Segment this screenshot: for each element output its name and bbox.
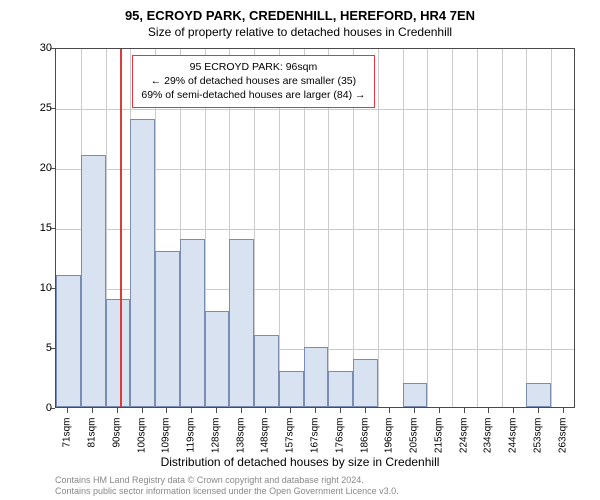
- x-tick-mark: [92, 408, 93, 413]
- x-tick-mark: [191, 408, 192, 413]
- grid-line-h: [56, 109, 574, 110]
- y-tick-mark: [50, 348, 55, 349]
- annotation-box: 95 ECROYD PARK: 96sqm← 29% of detached h…: [132, 55, 374, 108]
- x-tick-mark: [67, 408, 68, 413]
- y-tick-mark: [50, 228, 55, 229]
- x-tick-label: 263sqm: [557, 418, 568, 458]
- x-tick-label: 148sqm: [260, 418, 271, 458]
- x-tick-mark: [439, 408, 440, 413]
- histogram-bar: [106, 299, 131, 407]
- histogram-bar: [130, 119, 155, 407]
- grid-line-v: [502, 49, 503, 407]
- x-tick-mark: [389, 408, 390, 413]
- x-tick-mark: [365, 408, 366, 413]
- y-tick-mark: [50, 108, 55, 109]
- x-tick-label: 253sqm: [532, 418, 543, 458]
- grid-line-v: [427, 49, 428, 407]
- y-tick-mark: [50, 168, 55, 169]
- x-tick-label: 224sqm: [458, 418, 469, 458]
- footer-text: Contains HM Land Registry data © Crown c…: [55, 475, 399, 497]
- x-tick-label: 186sqm: [359, 418, 370, 458]
- x-tick-label: 81sqm: [87, 418, 98, 458]
- x-tick-label: 205sqm: [409, 418, 420, 458]
- x-tick-mark: [117, 408, 118, 413]
- footer-line2: Contains public sector information licen…: [55, 486, 399, 497]
- x-tick-mark: [488, 408, 489, 413]
- x-tick-label: 157sqm: [285, 418, 296, 458]
- x-tick-mark: [265, 408, 266, 413]
- chart-title-main: 95, ECROYD PARK, CREDENHILL, HEREFORD, H…: [0, 0, 600, 23]
- histogram-bar: [229, 239, 254, 407]
- x-tick-label: 176sqm: [334, 418, 345, 458]
- x-tick-mark: [241, 408, 242, 413]
- marker-line: [120, 49, 122, 407]
- x-tick-label: 138sqm: [235, 418, 246, 458]
- plot-area: 95 ECROYD PARK: 96sqm← 29% of detached h…: [55, 48, 575, 408]
- x-tick-label: 244sqm: [508, 418, 519, 458]
- grid-line-v: [378, 49, 379, 407]
- annotation-line1: 95 ECROYD PARK: 96sqm: [141, 60, 365, 74]
- grid-line-v: [403, 49, 404, 407]
- grid-line-v: [477, 49, 478, 407]
- histogram-bar: [254, 335, 279, 407]
- x-tick-label: 90sqm: [111, 418, 122, 458]
- y-tick-mark: [50, 408, 55, 409]
- x-tick-mark: [563, 408, 564, 413]
- annotation-line3: 69% of semi-detached houses are larger (…: [141, 88, 365, 102]
- grid-line-v: [452, 49, 453, 407]
- x-tick-label: 119sqm: [186, 418, 197, 458]
- x-tick-label: 167sqm: [310, 418, 321, 458]
- histogram-bar: [353, 359, 378, 407]
- x-tick-mark: [513, 408, 514, 413]
- histogram-bar: [328, 371, 353, 407]
- x-tick-mark: [166, 408, 167, 413]
- histogram-bar: [56, 275, 81, 407]
- x-tick-mark: [340, 408, 341, 413]
- x-tick-label: 234sqm: [483, 418, 494, 458]
- x-tick-label: 215sqm: [433, 418, 444, 458]
- x-tick-label: 109sqm: [161, 418, 172, 458]
- x-tick-label: 100sqm: [136, 418, 147, 458]
- histogram-bar: [81, 155, 106, 407]
- x-tick-label: 71sqm: [62, 418, 73, 458]
- x-tick-mark: [315, 408, 316, 413]
- grid-line-v: [526, 49, 527, 407]
- histogram-bar: [403, 383, 428, 407]
- footer-line1: Contains HM Land Registry data © Crown c…: [55, 475, 399, 486]
- x-tick-mark: [290, 408, 291, 413]
- histogram-bar: [205, 311, 230, 407]
- annotation-line2: ← 29% of detached houses are smaller (35…: [141, 74, 365, 88]
- x-tick-mark: [414, 408, 415, 413]
- x-tick-mark: [538, 408, 539, 413]
- histogram-bar: [279, 371, 304, 407]
- histogram-bar: [155, 251, 180, 407]
- histogram-bar: [180, 239, 205, 407]
- histogram-bar: [526, 383, 551, 407]
- y-tick-mark: [50, 288, 55, 289]
- x-tick-mark: [216, 408, 217, 413]
- histogram-bar: [304, 347, 329, 407]
- x-tick-mark: [142, 408, 143, 413]
- grid-line-v: [551, 49, 552, 407]
- chart-title-sub: Size of property relative to detached ho…: [0, 23, 600, 39]
- x-tick-mark: [464, 408, 465, 413]
- x-tick-label: 196sqm: [384, 418, 395, 458]
- x-tick-label: 128sqm: [210, 418, 221, 458]
- y-tick-mark: [50, 48, 55, 49]
